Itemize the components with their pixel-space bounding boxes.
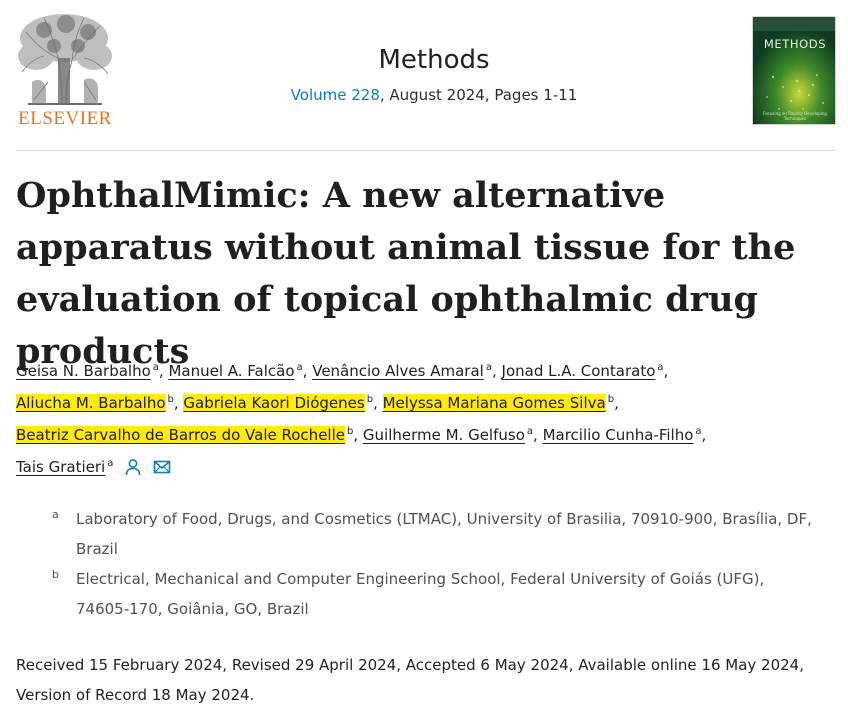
cover-caption: Focusing on Rapidly Developing Technique… [763,111,827,121]
author-link-highlighted[interactable]: Gabriela Kaori Diógenes [183,394,365,412]
author-link-highlighted[interactable]: Beatriz Carvalho de Barros do Vale Roche… [16,426,345,444]
author-link[interactable]: Guilherme M. Gelfuso [362,426,525,444]
author-list: Geisa N. Barbalho a, Manuel A. Falcão a, V… [16,352,836,480]
author-separator: , [373,394,383,412]
author-line-4: Tais Gratieri a [16,448,836,480]
affiliation-text: Laboratory of Food, Drugs, and Cosmetics… [76,510,812,558]
affiliation-item: b Electrical, Mechanical and Computer En… [52,564,812,624]
author-link[interactable]: Manuel A. Falcão [168,362,295,380]
affiliation-sup[interactable]: a [485,362,492,373]
cover-title: METHODS [763,37,827,51]
volume-link[interactable]: Volume 228 [290,86,380,104]
affiliation-sup[interactable]: a [526,426,534,437]
author-line-2: Aliucha M. Barbalho b, Gabriela Kaori Dió… [16,384,836,416]
author-link[interactable]: Jonad L.A. Contarato [501,362,656,380]
author-separator: , [491,362,502,380]
author-line-1: Geisa N. Barbalho a, Manuel A. Falcão a, V… [16,352,836,384]
cover-art-icon [753,17,835,124]
article-history-dates: Received 15 February 2024, Revised 29 Ap… [16,656,804,704]
affiliation-sup[interactable]: a [107,458,114,469]
affiliation-sup[interactable]: b [346,426,354,437]
author-line-3: Beatriz Carvalho de Barros do Vale Roche… [16,416,836,448]
affiliation-sup[interactable]: b [366,394,374,405]
author-link-highlighted[interactable]: Melyssa Mariana Gomes Silva [382,394,606,412]
affiliation-item: a Laboratory of Food, Drugs, and Cosmeti… [52,504,812,564]
affiliation-sup[interactable]: a [695,426,702,437]
article-title: OphthalMimic: A new alternative apparatu… [16,175,796,372]
affiliation-sup[interactable]: a [296,362,303,373]
author-separator: , [614,394,619,412]
author-separator: , [701,426,707,444]
author-separator: , [353,426,363,444]
elsevier-logo[interactable]: ELSEVIER [14,12,116,130]
author-separator: , [158,362,169,380]
affiliation-sup[interactable]: a [657,362,664,373]
author-link[interactable]: Geisa N. Barbalho [16,362,151,380]
journal-issue-info: Volume 228, August 2024, Pages 1-11 [230,86,638,104]
person-icon[interactable] [124,455,142,487]
author-separator: , [173,394,184,412]
affiliation-label: b [52,568,59,581]
author-link-highlighted[interactable]: Aliucha M. Barbalho [16,394,166,412]
envelope-icon[interactable] [153,455,171,487]
affiliation-sup[interactable]: b [167,394,174,405]
affiliation-list: a Laboratory of Food, Drugs, and Cosmeti… [52,504,812,624]
author-link[interactable]: Venâncio Alves Amaral [312,362,484,380]
header-divider [16,150,836,151]
elsevier-tree-icon [18,14,112,105]
author-separator: , [663,362,669,380]
author-link[interactable]: Tais Gratieri [16,458,106,476]
affiliation-sup[interactable]: a [152,362,159,373]
author-separator: , [533,426,543,444]
publisher-name: ELSEVIER [18,108,112,129]
journal-title[interactable]: Methods [378,45,490,75]
affiliation-sup[interactable]: b [607,394,615,405]
journal-header: ELSEVIER Methods Volume 228, August 2024… [0,0,848,150]
affiliation-label: a [52,508,59,521]
affiliation-text: Electrical, Mechanical and Computer Engi… [76,570,765,618]
author-separator: , [302,362,313,380]
issue-details: , August 2024, Pages 1-11 [379,86,578,104]
journal-cover[interactable]: METHODS Focusing on Rapidly Developing T… [752,16,836,125]
author-link[interactable]: Marcilio Cunha-Filho [542,426,694,444]
